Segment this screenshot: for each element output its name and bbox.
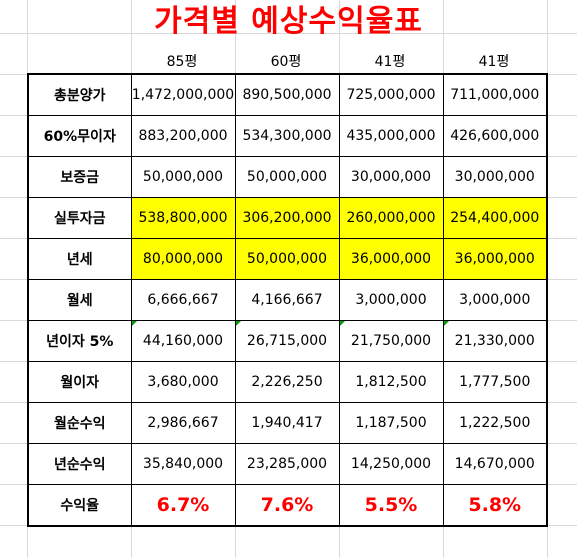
- table-cell[interactable]: 2,226,250: [234, 361, 340, 403]
- table-cell[interactable]: 14,250,000: [338, 443, 444, 485]
- table-cell[interactable]: 306,200,000: [234, 197, 340, 239]
- formula-indicator-icon: [340, 321, 345, 326]
- table-cell[interactable]: 35,840,000: [130, 443, 236, 485]
- table-row: 60%무이자 883,200,000 534,300,000 435,000,0…: [27, 115, 548, 157]
- table-cell[interactable]: 30,000,000: [442, 156, 548, 198]
- table-cell[interactable]: 725,000,000: [338, 73, 444, 116]
- table-cell[interactable]: 1,940,417: [234, 402, 340, 444]
- table-row: 총분양가 1,472,000,000 890,500,000 725,000,0…: [27, 73, 548, 116]
- table-cell[interactable]: 30,000,000: [338, 156, 444, 198]
- yield-rate-cell[interactable]: 6.7%: [130, 484, 236, 527]
- table-cell[interactable]: 1,222,500: [442, 402, 548, 444]
- table-cell[interactable]: 1,812,500: [338, 361, 444, 403]
- table-cell[interactable]: 23,285,000: [234, 443, 340, 485]
- table-cell[interactable]: 883,200,000: [130, 115, 236, 157]
- formula-indicator-icon: [444, 321, 449, 326]
- table-cell[interactable]: 21,750,000: [338, 320, 444, 362]
- table-row: 월이자 3,680,000 2,226,250 1,812,500 1,777,…: [27, 361, 548, 403]
- table-cell[interactable]: 44,160,000: [130, 320, 236, 362]
- row-label-annual-interest[interactable]: 년이자 5%: [27, 320, 132, 362]
- table-cell[interactable]: 534,300,000: [234, 115, 340, 157]
- row-label-annual-net-profit[interactable]: 년순수익: [27, 443, 132, 485]
- table-cell[interactable]: 21,330,000: [442, 320, 548, 362]
- table-cell[interactable]: 50,000,000: [234, 156, 340, 198]
- table-cell[interactable]: 2,986,667: [130, 402, 236, 444]
- table-cell[interactable]: 6,666,667: [130, 279, 236, 321]
- table-row: 실투자금 538,800,000 306,200,000 260,000,000…: [27, 197, 548, 239]
- table-row: 월세 6,666,667 4,166,667 3,000,000 3,000,0…: [27, 279, 548, 321]
- table-row: 년세 80,000,000 50,000,000 36,000,000 36,0…: [27, 238, 548, 280]
- table-cell[interactable]: 3,680,000: [130, 361, 236, 403]
- table-cell[interactable]: 426,600,000: [442, 115, 548, 157]
- table-cell[interactable]: 26,715,000: [234, 320, 340, 362]
- table-cell[interactable]: 1,187,500: [338, 402, 444, 444]
- table-cell[interactable]: 36,000,000: [442, 238, 548, 280]
- column-header-2[interactable]: 60평: [270, 54, 302, 70]
- table-cell[interactable]: 3,000,000: [338, 279, 444, 321]
- table-row: 년이자 5% 44,160,000 26,715,000 21,750,000 …: [27, 320, 548, 362]
- column-header-4[interactable]: 41평: [478, 54, 510, 70]
- row-label-yield-rate[interactable]: 수익율: [27, 484, 132, 527]
- table-cell[interactable]: 1,777,500: [442, 361, 548, 403]
- table-cell[interactable]: 50,000,000: [130, 156, 236, 198]
- table-cell[interactable]: 538,800,000: [130, 197, 236, 239]
- table-cell[interactable]: 254,400,000: [442, 197, 548, 239]
- yield-rate-cell[interactable]: 5.5%: [338, 484, 444, 527]
- yield-table: 총분양가 1,472,000,000 890,500,000 725,000,0…: [27, 73, 548, 527]
- table-row: 수익율 6.7% 7.6% 5.5% 5.8%: [27, 484, 548, 527]
- sheet-title: 가격별 예상수익율표: [154, 4, 423, 39]
- table-cell[interactable]: 50,000,000: [234, 238, 340, 280]
- yield-rate-cell[interactable]: 7.6%: [234, 484, 340, 527]
- formula-indicator-icon: [132, 321, 137, 326]
- table-row: 월순수익 2,986,667 1,940,417 1,187,500 1,222…: [27, 402, 548, 444]
- table-cell[interactable]: 36,000,000: [338, 238, 444, 280]
- table-cell[interactable]: 3,000,000: [442, 279, 548, 321]
- table-cell[interactable]: 435,000,000: [338, 115, 444, 157]
- table-row: 년순수익 35,840,000 23,285,000 14,250,000 14…: [27, 443, 548, 485]
- column-header-3[interactable]: 41평: [374, 54, 406, 70]
- table-row: 보증금 50,000,000 50,000,000 30,000,000 30,…: [27, 156, 548, 198]
- table-cell[interactable]: 80,000,000: [130, 238, 236, 280]
- column-header-1[interactable]: 85평: [166, 54, 198, 70]
- row-label-total-price[interactable]: 총분양가: [27, 73, 132, 116]
- row-label-monthly-interest[interactable]: 월이자: [27, 361, 132, 403]
- table-cell[interactable]: 4,166,667: [234, 279, 340, 321]
- row-label-deposit[interactable]: 보증금: [27, 156, 132, 198]
- row-label-monthly-rent[interactable]: 월세: [27, 279, 132, 321]
- table-cell[interactable]: 711,000,000: [442, 73, 548, 116]
- formula-indicator-icon: [236, 321, 241, 326]
- row-label-actual-investment[interactable]: 실투자금: [27, 197, 132, 239]
- row-label-annual-rent[interactable]: 년세: [27, 238, 132, 280]
- yield-rate-cell[interactable]: 5.8%: [442, 484, 548, 527]
- row-label-monthly-net-profit[interactable]: 월순수익: [27, 402, 132, 444]
- table-cell[interactable]: 260,000,000: [338, 197, 444, 239]
- table-cell[interactable]: 14,670,000: [442, 443, 548, 485]
- table-cell[interactable]: 1,472,000,000: [130, 73, 236, 116]
- row-label-interest-free[interactable]: 60%무이자: [27, 115, 132, 157]
- table-cell[interactable]: 890,500,000: [234, 73, 340, 116]
